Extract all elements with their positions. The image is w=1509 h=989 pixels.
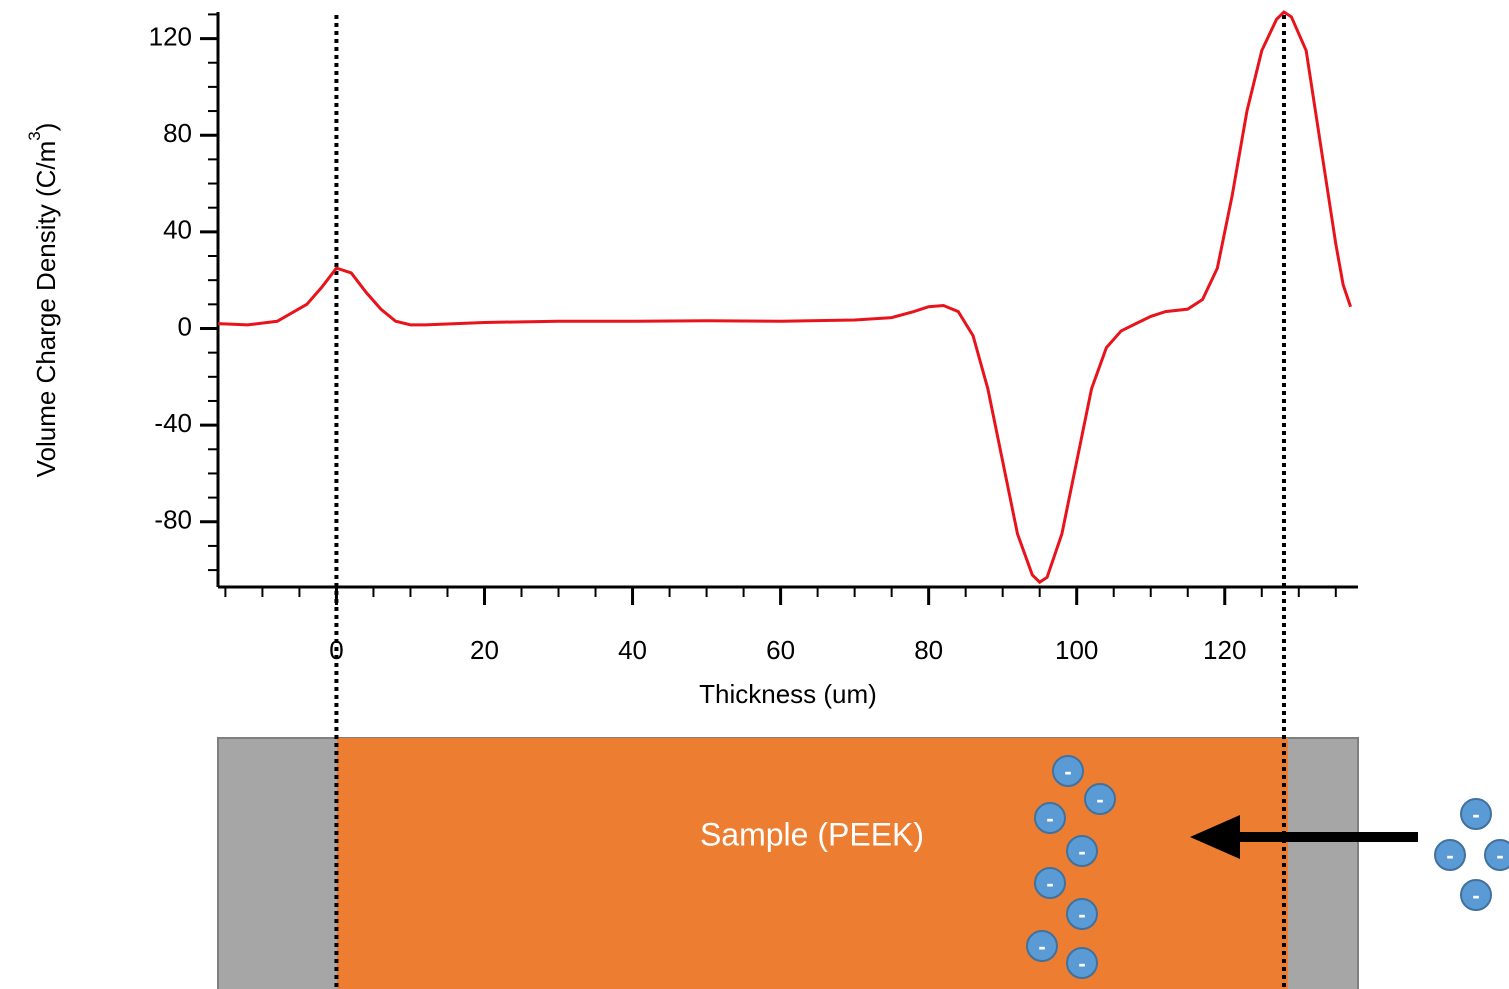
y-tick-label: 120 (149, 21, 192, 51)
y-tick-label: -80 (154, 505, 192, 535)
x-axis-label: Thickness (um) (699, 679, 877, 709)
electron-label: - (1496, 843, 1503, 868)
sample-label: Sample (PEEK) (700, 816, 924, 852)
y-label: Volume Charge Density (C/m (31, 141, 61, 478)
y-tick-label: 40 (163, 215, 192, 245)
x-tick-label: 80 (914, 635, 943, 665)
x-tick-label: 40 (618, 635, 647, 665)
electron-label: - (1046, 871, 1053, 896)
electron-label: - (1046, 806, 1053, 831)
x-tick-label: 100 (1055, 635, 1098, 665)
electron-label: - (1064, 759, 1071, 784)
electron-label: - (1078, 839, 1085, 864)
electron (1066, 898, 1098, 930)
electron-label: - (1078, 951, 1085, 976)
y-label-sup: 3 (25, 131, 44, 140)
electron (1066, 947, 1098, 979)
electron (1026, 930, 1058, 962)
electron (1084, 783, 1116, 815)
electron (1052, 755, 1084, 787)
y-label-end: ) (31, 123, 61, 132)
x-tick-label: 120 (1203, 635, 1246, 665)
y-tick-label: -40 (154, 408, 192, 438)
electron (1434, 839, 1466, 871)
x-tick-label: 60 (766, 635, 795, 665)
arrow-head (1190, 815, 1240, 859)
electron-label: - (1038, 934, 1045, 959)
electron (1460, 879, 1492, 911)
electron (1460, 798, 1492, 830)
y-tick-label: 0 (178, 311, 192, 341)
electron-label: - (1096, 787, 1103, 812)
electron (1484, 839, 1509, 871)
electron-label: - (1472, 802, 1479, 827)
y-tick-label: 80 (163, 118, 192, 148)
x-tick-label: 20 (470, 635, 499, 665)
electron (1034, 867, 1066, 899)
sample (337, 738, 1288, 989)
electron-label: - (1472, 883, 1479, 908)
electron (1034, 802, 1066, 834)
electron (1066, 835, 1098, 867)
electron-label: - (1446, 843, 1453, 868)
data-line (217, 10, 1353, 585)
electron-label: - (1078, 902, 1085, 927)
y-axis-label: Volume Charge Density (C/m3) (25, 123, 60, 478)
